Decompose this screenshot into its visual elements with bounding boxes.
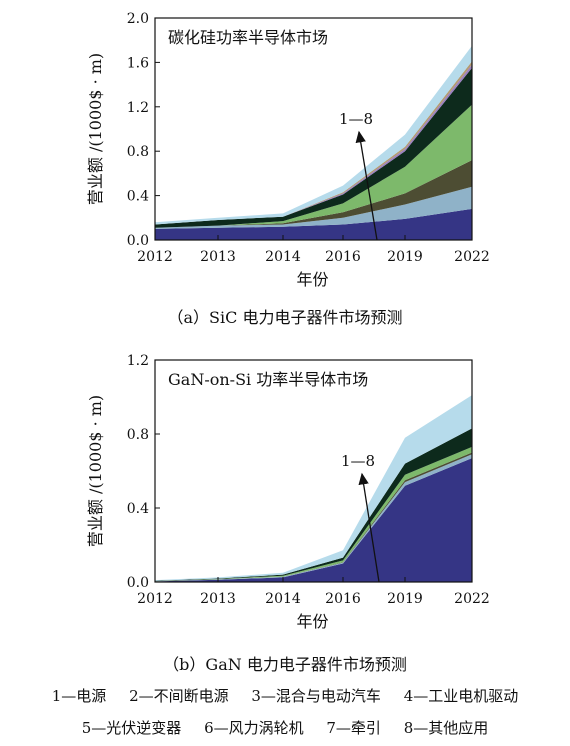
legend-row-1: 1—电源 2—不间断电源 3—混合与电动汽车 4—工业电机驱动 bbox=[0, 685, 570, 706]
y-tick-label: 0.8 bbox=[127, 144, 149, 160]
y-tick-label: 1.2 bbox=[127, 100, 149, 116]
legend-item: 1—电源 bbox=[51, 687, 107, 705]
y-tick-label: 1.2 bbox=[127, 353, 149, 369]
area-series-1 bbox=[155, 208, 472, 240]
legend-item: 8—其他应用 bbox=[403, 719, 489, 737]
x-tick-label: 2016 bbox=[325, 591, 361, 607]
x-tick-label: 2019 bbox=[387, 249, 423, 265]
x-tick-label: 2019 bbox=[387, 591, 423, 607]
x-axis-label: 年份 bbox=[296, 612, 328, 631]
legend-item: 5—光伏逆变器 bbox=[81, 719, 182, 737]
y-tick-label: 0.0 bbox=[127, 575, 149, 591]
x-axis-label: 年份 bbox=[296, 270, 328, 289]
y-tick-label: 0.8 bbox=[127, 427, 149, 443]
x-tick-label: 2013 bbox=[200, 249, 236, 265]
legend-item: 7—牵引 bbox=[326, 719, 381, 737]
legend-item: 3—混合与电动汽车 bbox=[251, 687, 381, 705]
y-tick-label: 2.0 bbox=[127, 11, 149, 27]
area-series-4 bbox=[155, 446, 472, 582]
chart-panel-0: 0.0 0.4 0.8 1.2 1.6 2.0 2012 2013 2014 2016 2019 20… bbox=[86, 11, 490, 289]
legend-item: 6—风力涡轮机 bbox=[204, 719, 304, 737]
annotation-arrow bbox=[355, 130, 378, 241]
x-tick-label: 2016 bbox=[325, 249, 361, 265]
annotation-label: 1—8 bbox=[341, 452, 375, 470]
caption-a: （a）SiC 电力电子器件市场预测 bbox=[167, 308, 403, 327]
area-series-1 bbox=[155, 458, 472, 582]
x-tick-label: 2014 bbox=[265, 249, 301, 265]
area-series-6 bbox=[155, 64, 472, 225]
legend-item: 4—工业电机驱动 bbox=[403, 687, 519, 705]
area-series-8 bbox=[155, 45, 472, 225]
legend-item: 2—不间断电源 bbox=[129, 687, 229, 705]
caption-b: （b）GaN 电力电子器件市场预测 bbox=[163, 655, 407, 674]
x-tick-label: 2013 bbox=[200, 591, 236, 607]
y-tick-label: 0.4 bbox=[127, 501, 149, 517]
chart-title: GaN-on-Si 功率半导体市场 bbox=[168, 370, 368, 389]
x-tick-label: 2014 bbox=[265, 591, 301, 607]
area-series-5 bbox=[155, 67, 472, 228]
x-tick-label: 2022 bbox=[454, 591, 490, 607]
y-axis-label: 营业额 /(1000$ · m) bbox=[86, 395, 105, 547]
annotation-arrow bbox=[358, 472, 380, 583]
y-tick-label: 1.6 bbox=[127, 55, 149, 71]
area-series-3 bbox=[155, 160, 472, 228]
legend-row-2: 5—光伏逆变器 6—风力涡轮机 7—牵引 8—其他应用 bbox=[0, 717, 570, 738]
area-series-4 bbox=[155, 104, 472, 228]
chart-title: 碳化硅功率半导体市场 bbox=[168, 28, 328, 47]
x-tick-label: 2012 bbox=[137, 249, 173, 265]
plot-frame bbox=[154, 359, 473, 583]
area-series-2 bbox=[155, 186, 472, 229]
x-tick-label: 2012 bbox=[137, 591, 173, 607]
y-axis-label: 营业额 /(1000$ · m) bbox=[86, 53, 105, 205]
plot-frame bbox=[154, 17, 473, 241]
x-tick-label: 2022 bbox=[454, 249, 490, 265]
y-tick-label: 0.0 bbox=[127, 233, 149, 249]
annotation-label: 1—8 bbox=[339, 110, 373, 128]
chart-panel-1: 0.0 0.4 0.8 1.2 2012 2013 2014 2016 2019 2022 年份 营业… bbox=[86, 353, 490, 631]
area-series-7 bbox=[155, 61, 472, 225]
y-tick-label: 0.4 bbox=[127, 189, 149, 205]
